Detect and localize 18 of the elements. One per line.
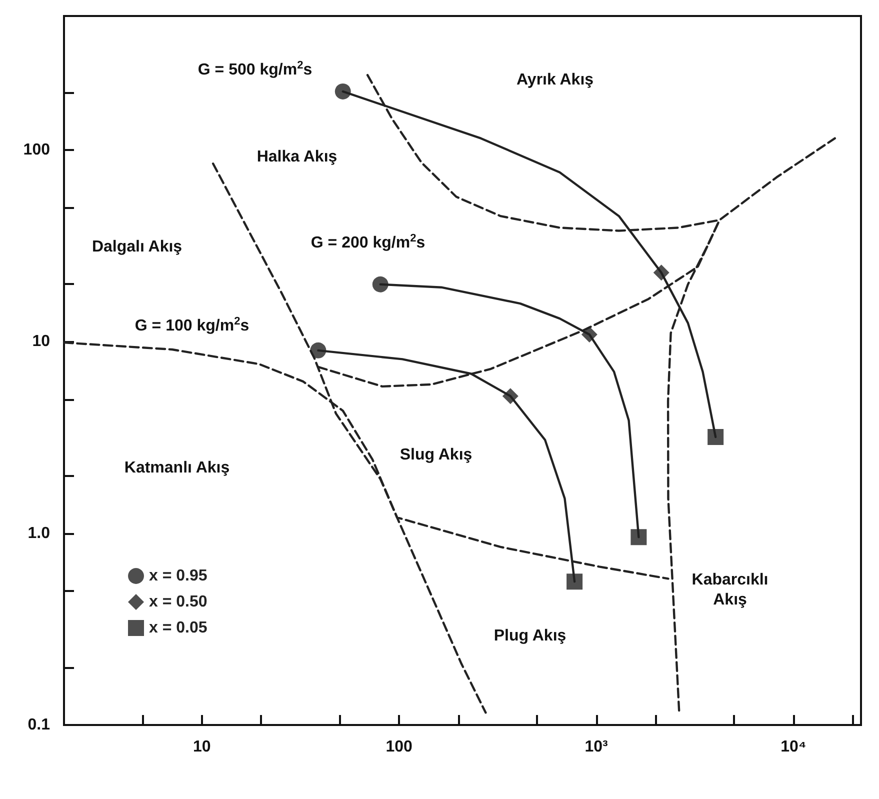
legend-label: x = 0.05 (149, 620, 208, 636)
y-tick-label: 1.0 (28, 524, 50, 542)
y-tick-label: 100 (23, 141, 50, 158)
annotation: Dalgalı Akış (92, 238, 182, 256)
x-tick-label: 10⁴ (780, 738, 806, 756)
annotation: Ayrık Akış (516, 72, 594, 88)
annotation: Katmanlı Akış (124, 460, 230, 476)
x-tick-label: 10³ (584, 738, 608, 756)
x-tick-label: 10 (192, 738, 211, 756)
legend-label: x = 0.50 (149, 594, 208, 610)
annotation: Slug Akış (400, 446, 472, 464)
annotation: Plug Akış (494, 628, 566, 644)
y-tick-label: 0.1 (28, 716, 50, 734)
annotation: Halka Akış (256, 148, 338, 166)
legend-label: x = 0.95 (149, 568, 208, 584)
x-tick-label: 100 (386, 738, 412, 756)
y-tick-label: 10 (32, 333, 50, 350)
annotation: Kabarcıklı Akış (692, 572, 768, 608)
